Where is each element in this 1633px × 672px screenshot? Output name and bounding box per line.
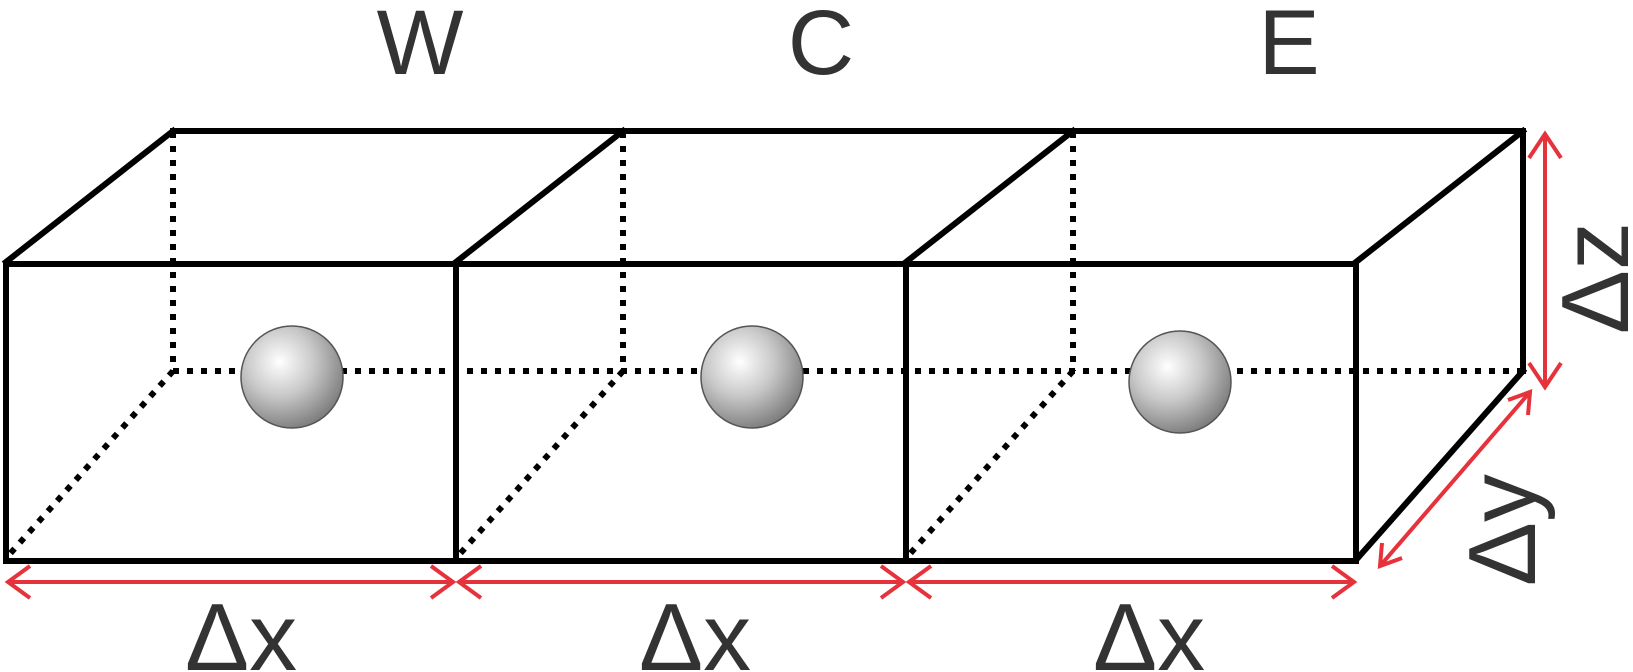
dy-arrow: [1377, 389, 1533, 569]
cell-label-w: W: [377, 0, 464, 94]
cell-label-c: C: [788, 0, 854, 94]
dx-label-1: Δx: [185, 584, 297, 672]
dy-label: Δy: [1449, 474, 1556, 586]
cell-center-sphere-e: [1128, 330, 1232, 434]
dz-arrow: [1527, 130, 1563, 391]
dz-label: Δz: [1542, 222, 1633, 334]
visible-edges: [1, 126, 1528, 565]
dx-label-3: Δx: [1093, 584, 1205, 672]
hidden-edges: [5, 132, 1523, 558]
cell-label-e: E: [1258, 0, 1319, 94]
cell-center-sphere-c: [700, 325, 804, 429]
cell-center-sphere-w: [240, 325, 344, 429]
dx-arrows: [4, 564, 1358, 600]
dx-label-2: Δx: [639, 584, 751, 672]
